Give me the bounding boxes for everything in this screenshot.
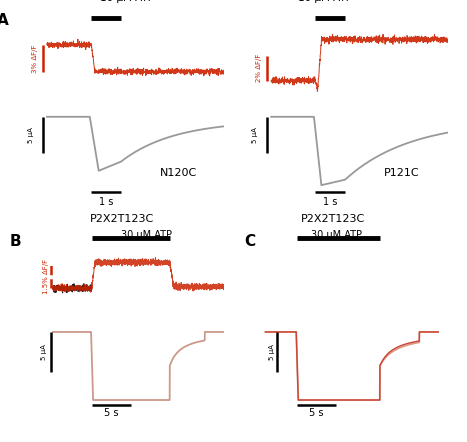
Text: 5 s: 5 s	[104, 408, 119, 418]
Text: P2X2T123C: P2X2T123C	[90, 214, 154, 224]
Text: B: B	[9, 234, 21, 249]
Text: 10 μM ATP: 10 μM ATP	[298, 0, 352, 3]
Text: 1 s: 1 s	[323, 197, 337, 207]
Text: 1 s: 1 s	[99, 197, 113, 207]
Text: 5 μA: 5 μA	[42, 344, 47, 360]
Text: 5 s: 5 s	[310, 408, 324, 418]
Text: P2X2T123C: P2X2T123C	[301, 214, 365, 224]
Text: N120C: N120C	[160, 168, 197, 178]
Text: 5 μA: 5 μA	[252, 127, 258, 143]
Text: C: C	[244, 234, 255, 249]
Text: 30 μM ATP: 30 μM ATP	[311, 230, 362, 240]
Text: 5 μA: 5 μA	[269, 344, 275, 360]
Text: A: A	[0, 13, 9, 28]
Text: P121C: P121C	[384, 168, 420, 178]
Text: 1.5% ΔF/F: 1.5% ΔF/F	[43, 259, 50, 294]
Text: 5 μA: 5 μA	[28, 127, 34, 143]
Text: 2% ΔF/F: 2% ΔF/F	[256, 54, 262, 82]
Text: 30 μM ATP: 30 μM ATP	[121, 230, 172, 240]
Text: 3% ΔF/F: 3% ΔF/F	[32, 44, 38, 72]
Text: 10 μM ATP: 10 μM ATP	[99, 0, 154, 3]
